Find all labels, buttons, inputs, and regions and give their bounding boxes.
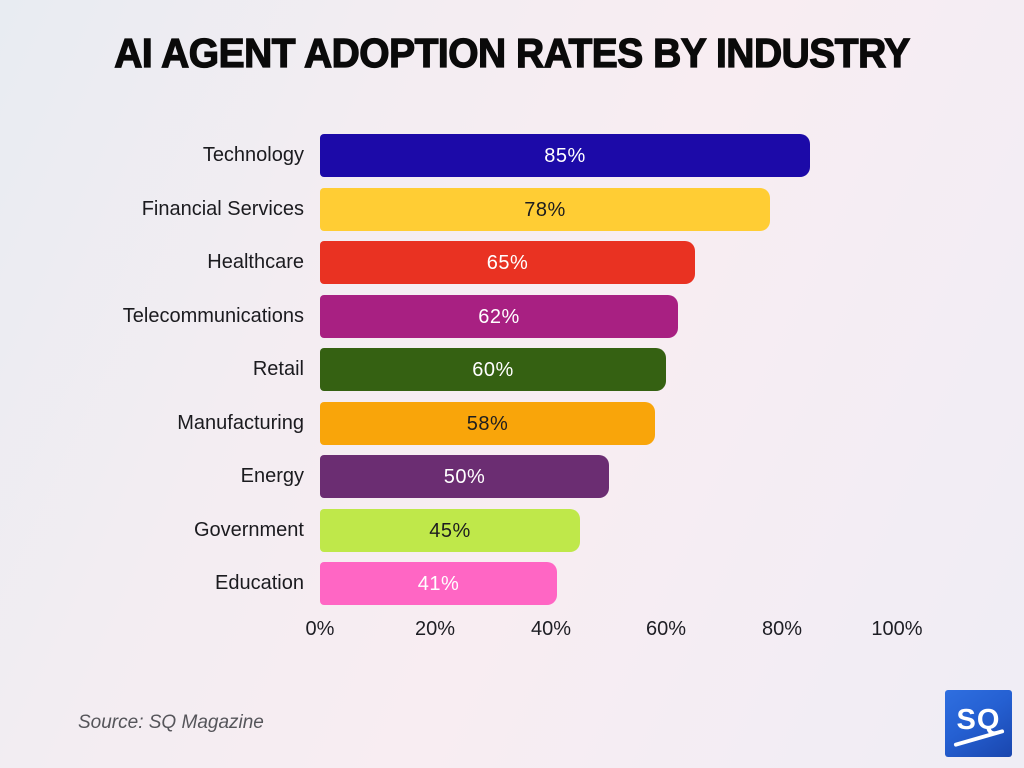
chart-row: Telecommunications 62% xyxy=(0,295,1024,338)
category-label: Healthcare xyxy=(207,251,304,273)
bar-value-label: 85% xyxy=(544,145,586,167)
category-label: Technology xyxy=(202,144,304,166)
bar-value-label: 58% xyxy=(466,413,509,435)
bar: 45% xyxy=(320,509,580,552)
category-label: Financial Services xyxy=(141,198,304,220)
bar: 78% xyxy=(320,188,770,231)
category-label: Telecommunications xyxy=(122,305,304,327)
x-axis-tick-label: 0% xyxy=(305,618,335,640)
bar: 50% xyxy=(320,455,609,498)
bar: 58% xyxy=(320,402,655,445)
bar-value-label: 50% xyxy=(443,466,486,488)
bar-value-label: 65% xyxy=(486,252,529,274)
bar-value-label: 60% xyxy=(472,359,514,381)
category-label: Energy xyxy=(240,465,304,487)
chart-title: AI AGENT ADOPTION RATES BY INDUSTRY xyxy=(114,29,911,76)
x-axis-tick-label: 100% xyxy=(871,618,923,640)
bar: 65% xyxy=(320,241,695,284)
bar-value-label: 78% xyxy=(524,199,566,221)
source-caption: Source: SQ Magazine xyxy=(78,712,264,733)
bar: 60% xyxy=(320,348,666,391)
chart-row: Education 41% xyxy=(0,562,1024,605)
x-axis-tick-label: 40% xyxy=(530,618,572,640)
category-label: Education xyxy=(215,572,304,594)
chart-row: Financial Services 78% xyxy=(0,188,1024,231)
x-axis-tick-label: 60% xyxy=(645,618,687,640)
chart-row: Energy 50% xyxy=(0,455,1024,498)
bar: 41% xyxy=(320,562,557,605)
sq-magazine-logo: SQ xyxy=(945,690,1012,757)
sq-logo-text: SQ xyxy=(956,704,1001,736)
category-label: Government xyxy=(193,519,304,541)
chart-row: Government 45% xyxy=(0,509,1024,552)
chart-row: Manufacturing 58% xyxy=(0,402,1024,445)
bar-chart: Technology 85% Financial Services 78% Health… xyxy=(0,134,1024,640)
bar: 62% xyxy=(320,295,678,338)
chart-row: Technology 85% xyxy=(0,134,1024,177)
category-label: Manufacturing xyxy=(177,412,304,434)
x-axis-tick-label: 80% xyxy=(761,618,803,640)
bar-value-label: 45% xyxy=(429,520,471,542)
bar-value-label: 41% xyxy=(417,573,460,595)
bar: 85% xyxy=(320,134,810,177)
chart-row: Healthcare 65% xyxy=(0,241,1024,284)
bar-value-label: 62% xyxy=(478,306,520,328)
category-label: Retail xyxy=(252,358,304,380)
chart-row: Retail 60% xyxy=(0,348,1024,391)
x-axis-tick-label: 20% xyxy=(414,618,456,640)
